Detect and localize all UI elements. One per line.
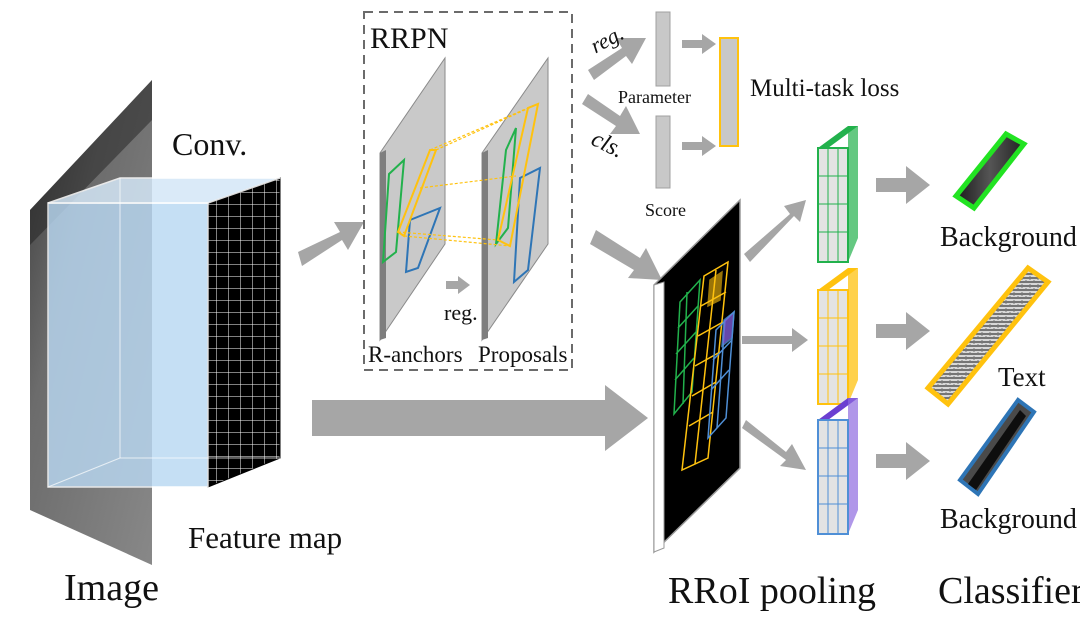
arrow-blue-to-background	[876, 442, 930, 480]
pooled-grid-blue	[817, 398, 858, 535]
arrow-rroi-to-green	[744, 200, 806, 262]
arrow-green-to-background	[876, 166, 930, 204]
background-bottom-label: Background	[940, 504, 1077, 535]
rroi-feature-plane	[653, 198, 741, 554]
arrow-rrpn-to-cls	[582, 94, 640, 134]
text-label: Text	[998, 362, 1046, 392]
parameter-label: Parameter	[618, 87, 691, 107]
conv-label: Conv.	[172, 126, 247, 162]
pooled-grid-green	[817, 126, 858, 263]
arrow-rrpn-to-rroi	[590, 230, 662, 280]
arrows	[298, 34, 930, 480]
r-anchors-plane	[379, 56, 446, 342]
arrow-rrpn-to-reg	[588, 38, 646, 80]
image-label: Image	[64, 567, 159, 609]
background-top-label: Background	[940, 222, 1077, 253]
arrow-yellow-to-text	[876, 312, 930, 350]
reg-inner-label: reg.	[444, 300, 478, 325]
rrpn-label: RRPN	[370, 22, 448, 55]
classifier-label: Classifier	[938, 570, 1080, 612]
arrow-param-to-loss	[682, 34, 716, 54]
rroi-blue-region	[707, 310, 735, 441]
rrpn-box: RRPN reg. R-anchors Proposals	[363, 11, 573, 371]
rroi-pooling-label: RRoI pooling	[668, 570, 876, 612]
classifier-crop-background-top	[952, 130, 1028, 212]
classifier-crop-background-bottom	[957, 397, 1037, 497]
r-anchors-label: R-anchors	[368, 342, 463, 367]
rroi-yellow-region	[681, 260, 729, 472]
multi-task-loss-label: Multi-task loss	[750, 75, 899, 102]
feature-map-cube	[47, 177, 281, 488]
arrow-featuremap-to-rrpn	[298, 222, 364, 266]
parameter-bar	[655, 11, 671, 87]
arrow-score-to-loss	[682, 136, 716, 156]
score-label: Score	[645, 200, 686, 220]
arrow-featuremap-to-rroi	[312, 385, 648, 451]
arrow-reg-inner	[446, 276, 470, 294]
classifier-crop-text	[924, 264, 1052, 408]
feature-map-label: Feature map	[188, 520, 342, 555]
rroi-green-region	[673, 277, 701, 417]
multi-task-loss-bar	[719, 37, 739, 147]
anchor-proposal-connections	[397, 103, 539, 247]
arrow-rroi-to-blue	[742, 420, 806, 470]
proposals-plane	[481, 56, 549, 342]
score-bar	[655, 115, 671, 189]
proposals-label: Proposals	[478, 342, 568, 367]
arrow-rroi-to-yellow	[742, 328, 808, 352]
pooled-grid-yellow	[817, 268, 858, 405]
